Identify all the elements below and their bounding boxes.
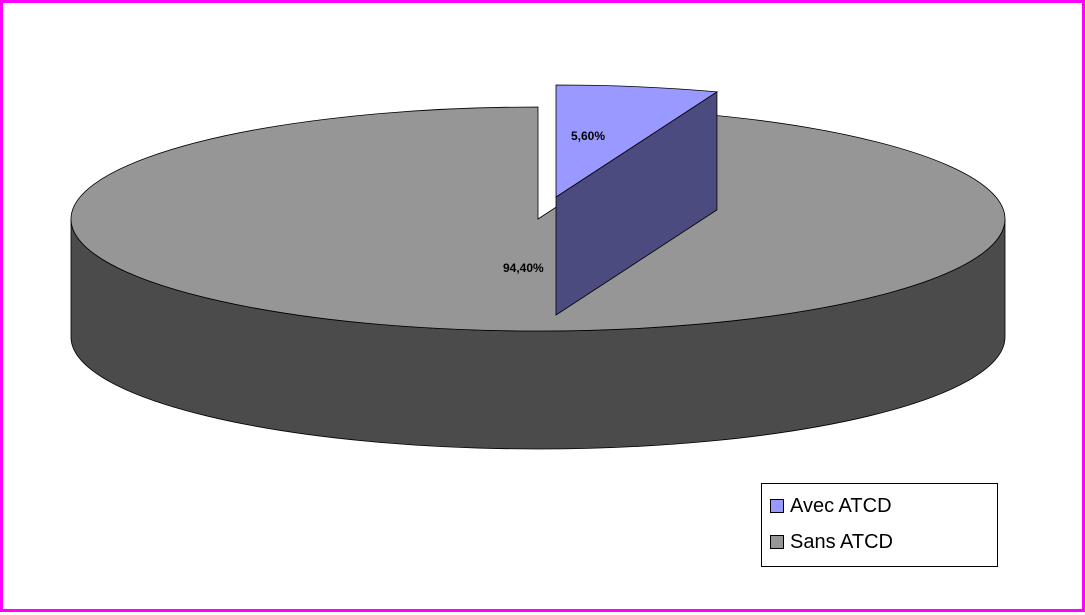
slice-top-avec-atcd — [555, 84, 719, 198]
data-label-avec-atcd: 5,60% — [571, 129, 605, 143]
pie-chart: 5,60% 94,40% — [70, 84, 1006, 450]
slice-top-sans-atcd — [70, 106, 1006, 332]
legend-label-avec-atcd: Avec ATCD — [790, 494, 892, 517]
legend-label-sans-atcd: Sans ATCD — [790, 530, 893, 553]
legend-swatch-avec-atcd — [770, 499, 784, 513]
legend-swatch-sans-atcd — [770, 535, 784, 549]
data-label-sans-atcd: 94,40% — [503, 261, 544, 275]
legend: Avec ATCD Sans ATCD — [761, 483, 998, 567]
legend-item-avec-atcd: Avec ATCD — [770, 488, 989, 524]
legend-item-sans-atcd: Sans ATCD — [770, 524, 989, 560]
